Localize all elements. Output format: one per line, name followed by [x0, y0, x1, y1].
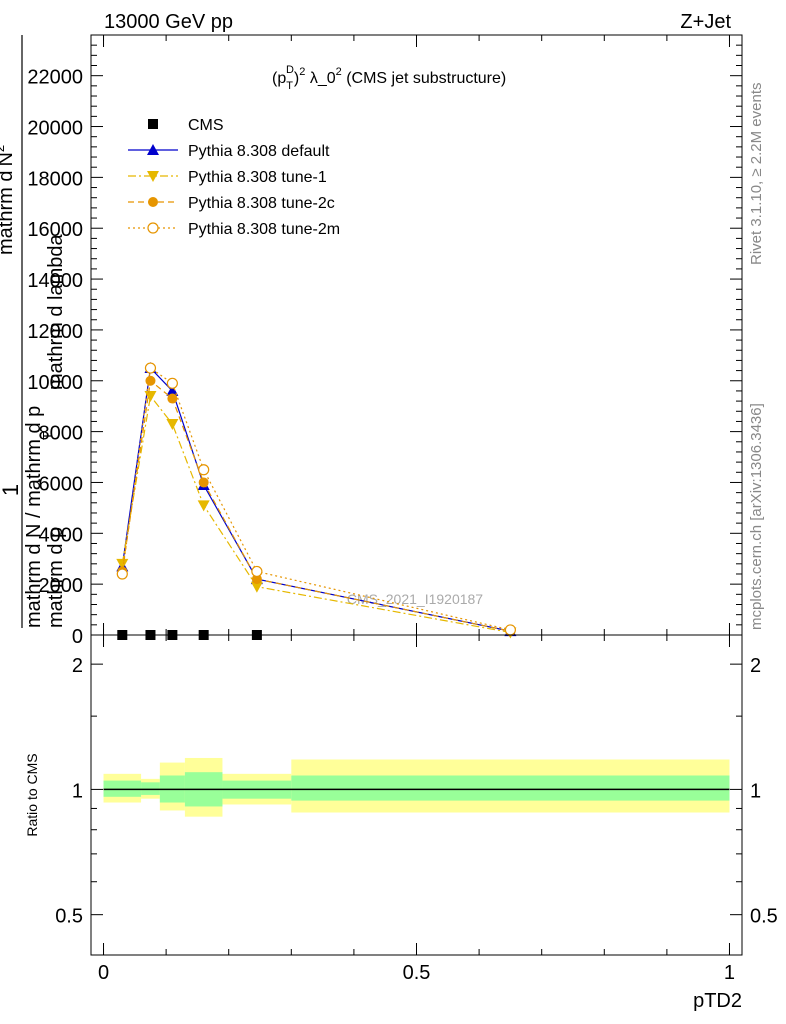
legend-marker	[147, 144, 159, 155]
y-tick-label: 4000	[39, 524, 84, 546]
data-point	[198, 477, 209, 488]
legend-label: Pythia 8.308 tune-2c	[188, 195, 335, 212]
y-label-one: 1	[0, 484, 23, 496]
legend-item: Pythia 8.308 tune-2c	[128, 195, 335, 212]
legend: CMS Pythia 8.308 default Pythia 8.308 tune…	[128, 117, 340, 238]
y-tick-label: 12000	[27, 321, 83, 343]
y-label-line2: mathrm d p	[45, 527, 67, 628]
y-tick-label: 8000	[39, 423, 84, 445]
ratio-band-inner	[291, 775, 730, 801]
plot-title: (pTD)2 λ_02 (CMS jet substructure)	[272, 64, 506, 92]
ratio-band-inner	[141, 782, 160, 795]
legend-item: Pythia 8.308 tune-1	[128, 169, 327, 186]
y-tick-label: 6000	[39, 473, 84, 495]
y-tick-label: 10000	[27, 372, 83, 394]
data-point	[116, 558, 129, 570]
ratio-bands	[103, 757, 730, 817]
data-point	[198, 464, 210, 476]
ratio-x-ticks: 0 0.5 1	[98, 635, 735, 984]
legend-item: CMS	[148, 117, 224, 134]
legend-marker	[147, 222, 159, 234]
analysis-watermark: CMS_2021_I1920187	[347, 591, 483, 607]
data-point	[250, 581, 263, 593]
data-point	[144, 362, 157, 374]
ratio-y-tick-label-right: 2	[750, 655, 761, 677]
y-label-top: mathrm dN2	[0, 145, 17, 255]
y-tick-label: 22000	[27, 67, 83, 89]
legend-label: Pythia 8.308 tune-2m	[188, 221, 340, 238]
series-line	[121, 394, 511, 634]
y-tick-label: 18000	[27, 168, 83, 190]
ratio-y-label: Ratio to CMS	[24, 753, 40, 836]
y-tick-label: 0	[72, 626, 83, 648]
x-tick-label: 1	[724, 962, 735, 984]
data-point	[166, 384, 179, 396]
main-y-ticks: 0 2000 4000 6000 8000 10000 12000 14000 16000 180…	[27, 34, 742, 648]
legend-item: Pythia 8.308 default	[128, 143, 330, 160]
data-point	[166, 418, 179, 430]
header-left: 13000 GeV pp	[104, 11, 233, 33]
data-point	[251, 565, 263, 578]
series-line	[121, 366, 511, 631]
data-point	[167, 393, 178, 404]
x-tick-label: 0	[98, 962, 109, 984]
data-point	[504, 624, 516, 636]
legend-marker	[148, 119, 158, 129]
ratio-y-tick-label: 2	[72, 655, 83, 677]
x-axis-label: pTD2	[693, 990, 742, 1012]
ratio-y-ticks: 0.5 0.5 1 1 2 2	[55, 655, 778, 928]
ratio-y-tick-label-right: 0.5	[750, 906, 778, 928]
legend-item: Pythia 8.308 tune-2m	[128, 221, 340, 238]
y-tick-label: 14000	[27, 270, 83, 292]
ratio-y-tick-label: 0.5	[55, 906, 83, 928]
legend-label: Pythia 8.308 tune-1	[188, 169, 327, 186]
y-tick-label: 2000	[39, 575, 84, 597]
data-point	[166, 377, 178, 389]
y-label-line1: mathrm d N / mathrm d p	[23, 406, 45, 628]
y-tick-label: 16000	[27, 219, 83, 241]
y-label-sub-t: T	[40, 432, 55, 440]
y-tick-label: 20000	[27, 118, 83, 140]
data-point	[251, 574, 262, 585]
data-point	[197, 500, 210, 512]
rivet-label: Rivet 3.1.10, ≥ 2.2M events	[748, 83, 765, 266]
data-point	[116, 568, 128, 580]
legend-marker	[148, 197, 158, 207]
main-y-axis-label: 1 mathrm d N / mathrm d p mathrm d p mat…	[0, 35, 67, 628]
ratio-y-tick-label-right: 1	[750, 780, 761, 802]
mcplots-label: mcplots.cern.ch [arXiv:1306.3436]	[748, 403, 765, 630]
header-right: Z+Jet	[680, 11, 731, 33]
legend-label: Pythia 8.308 default	[188, 143, 330, 160]
y-label-line3: mathrm d lambda	[45, 234, 67, 390]
series-pythia-4	[116, 362, 516, 636]
legend-marker	[147, 171, 159, 182]
x-tick-label: 0.5	[403, 962, 431, 984]
legend-label: CMS	[188, 117, 224, 134]
data-point	[145, 375, 156, 386]
ratio-y-tick-label: 1	[72, 780, 83, 802]
main-x-ticks	[103, 35, 730, 635]
series-line	[121, 379, 511, 632]
